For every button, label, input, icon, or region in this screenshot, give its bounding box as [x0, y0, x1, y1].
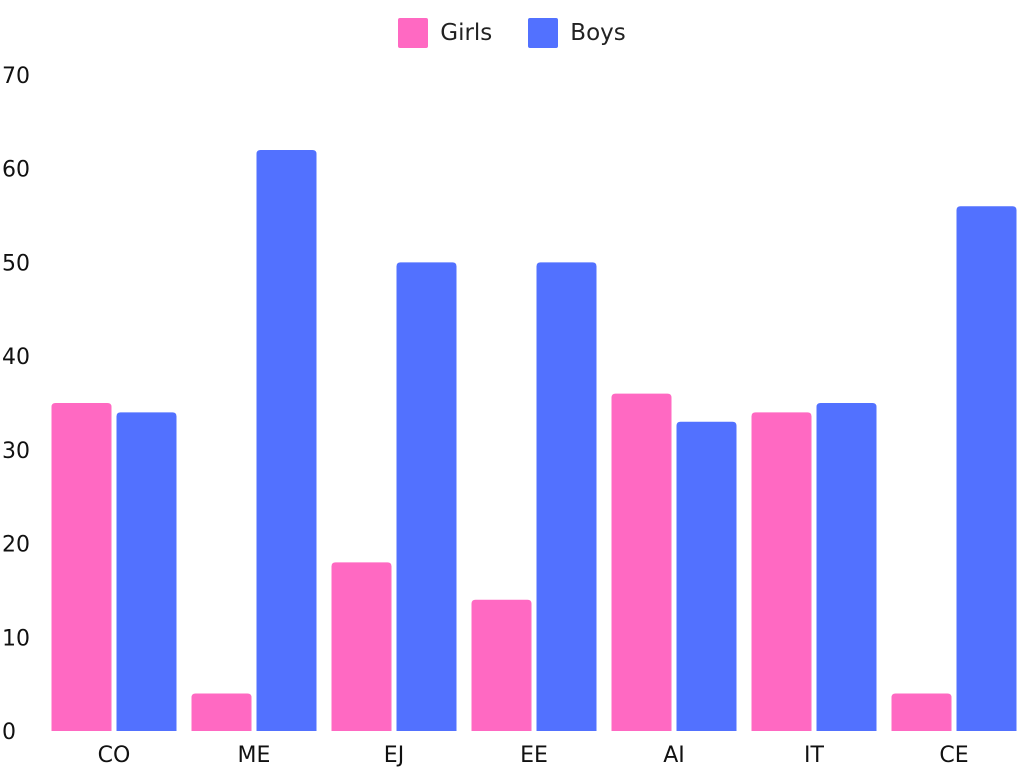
legend-swatch-boys	[528, 18, 559, 48]
legend-swatch-girls	[398, 18, 429, 48]
legend: Girls Boys	[0, 18, 1024, 48]
x-tick-label: CO	[98, 743, 131, 768]
legend-label-boys: Boys	[570, 20, 626, 46]
legend-label-girls: Girls	[440, 20, 493, 46]
bar-girls-ej	[331, 562, 392, 731]
bar-girls-ee	[471, 599, 532, 731]
x-tick-label: EJ	[384, 743, 404, 768]
bar-girls-me	[191, 693, 252, 731]
bar-girls-co	[51, 403, 112, 731]
bar-girls-ai	[611, 393, 672, 731]
x-tick-label: IT	[804, 743, 824, 768]
x-tick-label: ME	[238, 743, 271, 768]
x-tick-label: EE	[520, 743, 548, 768]
legend-item-girls: Girls	[398, 18, 492, 48]
y-tick-label: 40	[2, 345, 30, 370]
x-tick-label: AI	[663, 743, 685, 768]
bar-boys-ce	[956, 206, 1017, 731]
bar-boys-ee	[536, 262, 597, 731]
bar-boys-ej	[396, 262, 457, 731]
y-tick-label: 0	[2, 720, 16, 745]
y-tick-label: 10	[2, 626, 30, 651]
bar-boys-co	[116, 412, 177, 731]
bar-girls-it	[751, 412, 812, 731]
y-tick-label: 60	[2, 158, 30, 183]
bar-girls-ce	[891, 693, 952, 731]
legend-item-boys: Boys	[528, 18, 626, 48]
x-tick-label: CE	[939, 743, 968, 768]
bar-boys-ai	[676, 421, 737, 731]
bar-boys-it	[816, 403, 877, 731]
y-tick-label: 70	[2, 64, 30, 89]
y-tick-label: 50	[2, 251, 30, 276]
y-tick-label: 30	[2, 439, 30, 464]
y-tick-label: 20	[2, 533, 30, 558]
bar-boys-me	[256, 149, 317, 731]
